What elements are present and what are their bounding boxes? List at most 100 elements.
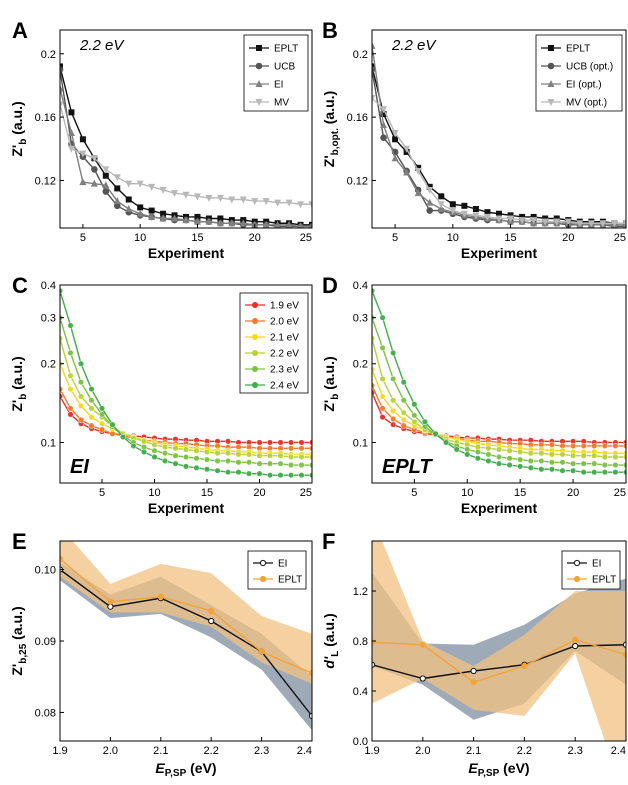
data-point [136,180,144,188]
data-point [570,452,577,459]
x-tick-label: 2.1 [153,745,168,757]
data-point [570,460,577,467]
data-point [591,460,598,467]
data-point [60,66,64,73]
data-point [572,642,579,650]
data-point [538,450,545,457]
data-point [172,452,179,459]
x-tick-label: 2.1 [466,745,481,757]
data-point [109,421,116,428]
data-point [287,453,295,461]
y-axis-title: d'L (a.u.) [321,613,341,668]
plot-area [60,541,312,731]
legend-marker [255,80,263,87]
data-point [67,145,75,153]
data-point [530,217,538,225]
data-point [67,372,74,379]
legend-label: 1.9 eV [270,301,299,312]
data-point [612,442,619,449]
x-tick-label: 10 [148,487,160,499]
panel-letter: B [322,18,338,43]
data-point [298,472,305,479]
data-point [372,95,376,103]
legend-marker [252,318,258,324]
legend-label: EI [278,559,287,570]
data-point [102,166,110,174]
data-point [622,651,626,658]
data-point [266,452,274,459]
data-point [203,448,211,456]
y-tick-label: 0.2 [41,359,56,371]
data-point [390,375,397,382]
legend-label: EPLT [274,44,298,55]
legend: EI EPLT [247,550,307,590]
data-point [538,457,545,464]
data-point [161,444,169,451]
y-tick-label: 0.4 [41,280,56,292]
data-point [587,220,595,228]
data-point [140,448,148,456]
data-point [438,193,445,200]
data-point [400,409,407,416]
data-point [591,469,598,476]
data-point [203,466,211,473]
data-point [102,181,110,189]
data-point [601,461,608,469]
data-point [148,207,155,214]
x-tick-label: 5 [80,232,86,244]
data-point [495,446,503,453]
legend-label: 2.4 eV [270,381,299,392]
data-point [107,598,114,605]
data-point [160,210,167,217]
x-tick-label: 5 [411,487,417,499]
data-point [380,110,387,117]
data-point [193,464,200,471]
data-point [109,430,116,437]
data-point [517,456,524,463]
panel-letter: E [12,529,27,554]
x-axis-title: Experiment [461,245,538,261]
data-point [518,217,526,225]
data-point [298,445,305,452]
data-point [391,154,399,162]
data-point [60,63,63,70]
data-point [90,179,98,187]
data-point [148,212,156,220]
data-point [485,445,492,452]
data-point [88,397,95,404]
data-point [113,174,121,182]
x-tick-label: 25 [614,232,626,244]
data-point [235,451,242,458]
series-line-mv-opt [372,97,626,224]
plot-frame [59,29,313,229]
data-point [485,451,492,458]
data-point [390,397,397,404]
x-axis-title: Experiment [148,245,225,261]
x-tick-label: 20 [249,232,261,244]
data-point [483,213,491,221]
data-point [98,405,106,412]
data-point [570,467,577,474]
data-point [372,63,375,70]
data-point [570,442,577,449]
data-point [297,222,304,228]
y-tick-label: 0.12 [35,175,56,187]
data-point [60,84,64,92]
data-point [214,467,221,474]
data-point [576,220,584,228]
data-point [79,178,87,186]
data-point [622,469,626,476]
data-point [125,180,133,188]
x-tick-label: 15 [504,232,516,244]
data-point [88,414,95,421]
legend-box [561,550,621,590]
legend-box [247,550,307,590]
data-point [411,418,418,425]
data-point [245,470,253,477]
panel-letter: C [12,273,28,298]
x-tick-label: 20 [253,487,265,499]
data-point [77,402,85,409]
data-point [151,441,158,448]
data-point [266,460,274,467]
data-point [148,183,156,191]
